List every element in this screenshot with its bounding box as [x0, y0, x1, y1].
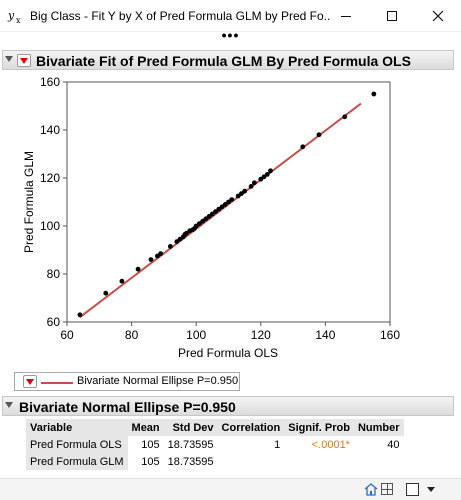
legend-label: Bivariate Normal Ellipse P=0.950: [77, 375, 239, 387]
dropdown-caret-icon[interactable]: [427, 487, 435, 492]
x-tick-label: 120: [251, 328, 271, 342]
data-point: [316, 132, 322, 138]
cell-correlation: 1: [274, 438, 281, 451]
ellipse-outline-header[interactable]: Bivariate Normal Ellipse P=0.950: [2, 396, 454, 416]
data-point: [251, 180, 257, 186]
y-tick-label: 160: [40, 75, 60, 89]
red-triangle-menu-icon[interactable]: [17, 54, 31, 67]
disclosure-triangle-icon[interactable]: [5, 402, 13, 408]
y-tick-label: 60: [47, 315, 61, 329]
col-correlation: Correlation: [217, 419, 285, 436]
data-point: [77, 312, 83, 318]
grid-icon[interactable]: [381, 483, 393, 495]
data-point: [229, 197, 235, 202]
cell-mean: 105: [141, 455, 160, 468]
x-axis-label: Pred Formula OLS: [178, 346, 278, 360]
maximize-button[interactable]: [369, 0, 415, 32]
data-point: [342, 114, 348, 120]
data-point: [119, 278, 125, 284]
y-axis-label: Pred Formula GLM: [22, 151, 36, 253]
col-std-dev: Std Dev: [163, 419, 218, 436]
data-point: [300, 144, 306, 150]
cell-signif-prob: [284, 453, 354, 470]
data-point: [268, 168, 273, 174]
data-point: [371, 91, 377, 97]
x-tick-label: 140: [315, 328, 335, 342]
minimize-button[interactable]: [323, 0, 369, 32]
cell-mean: 105: [141, 438, 160, 451]
y-tick-label: 140: [40, 123, 60, 137]
cell-std-dev: 18.73595: [167, 455, 214, 468]
scatter-plot: 60 80 100 120 140 160 60 80 100 120 140 160 Pred Fo…: [22, 75, 400, 360]
data-point: [248, 184, 254, 189]
x-tick-label: 80: [125, 328, 139, 342]
ellipse-stats-table: Variable Mean Std Dev Correlation Signif…: [26, 419, 404, 470]
data-point: [148, 257, 154, 262]
data-point: [158, 251, 164, 256]
cell-correlation: [218, 453, 285, 470]
y-tick-label: 80: [47, 267, 61, 281]
data-point: [264, 172, 270, 177]
maximize-icon: [387, 11, 397, 21]
home-icon[interactable]: [364, 483, 378, 496]
cell-variable: Pred Formula OLS: [26, 436, 128, 453]
cell-number: [354, 453, 404, 470]
table-row: Pred Formula OLS 105 18.73595 1 <.0001* …: [26, 436, 404, 453]
axis-ticks: 60 80 100 120 140 160 60 80 100 120 140 160: [40, 75, 400, 342]
legend-menu-icon[interactable]: [23, 375, 37, 388]
col-mean: Mean: [127, 419, 164, 436]
status-bar: [0, 478, 461, 500]
ellipse-legend[interactable]: Bivariate Normal Ellipse P=0.950: [14, 372, 240, 391]
col-number: Number: [353, 419, 404, 436]
more-options-dots[interactable]: •••: [221, 27, 240, 43]
cell-number: 40: [387, 438, 400, 451]
x-tick-label: 60: [60, 328, 74, 342]
data-point: [135, 266, 141, 272]
data-points: [77, 91, 377, 318]
x-tick-label: 160: [380, 328, 400, 342]
close-icon: [432, 10, 444, 22]
table-row: Pred Formula GLM 105 18.73595: [26, 453, 404, 470]
cell-std-dev: 18.73595: [167, 438, 214, 451]
close-button[interactable]: [415, 0, 461, 32]
col-variable: Variable: [26, 419, 128, 436]
ellipse-title: Bivariate Normal Ellipse P=0.950: [19, 399, 236, 415]
cell-signif-prob: <.0001*: [311, 438, 350, 451]
data-point: [242, 188, 248, 194]
cell-variable: Pred Formula GLM: [26, 453, 128, 470]
bivariate-outline-header[interactable]: Bivariate Fit of Pred Formula GLM By Pre…: [2, 50, 454, 70]
y-tick-label: 100: [40, 219, 60, 233]
data-point: [167, 244, 173, 249]
minimize-icon: [341, 16, 351, 17]
window-title: Big Class - Fit Y by X of Pred Formula G…: [30, 9, 330, 23]
col-signif-prob: Signif. Prob: [284, 419, 354, 436]
bivariate-title: Bivariate Fit of Pred Formula GLM By Pre…: [36, 53, 411, 69]
legend-line-swatch: [41, 382, 73, 384]
y-tick-label: 120: [40, 171, 60, 185]
data-point: [103, 290, 109, 296]
disclosure-triangle-icon[interactable]: [5, 56, 13, 62]
table-header-row: Variable Mean Std Dev Correlation Signif…: [26, 419, 404, 436]
x-tick-label: 100: [186, 328, 206, 342]
square-icon[interactable]: [406, 483, 419, 496]
